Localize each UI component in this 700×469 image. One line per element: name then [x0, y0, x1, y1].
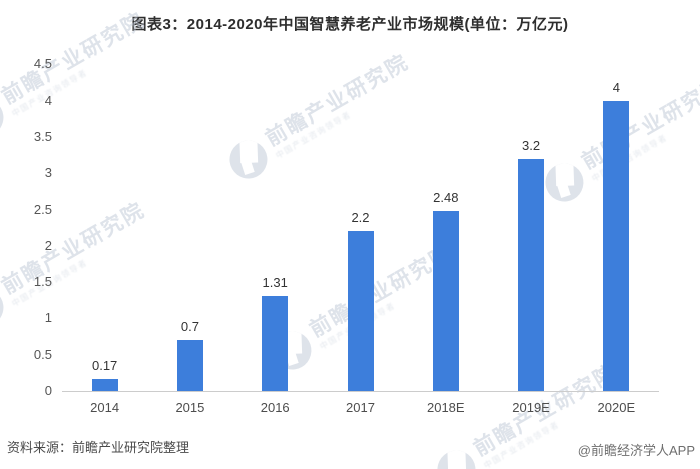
- value-label-2018E: 2.48: [433, 189, 459, 205]
- x-tick-label-2017: 2017: [346, 400, 375, 415]
- x-tick-label-2020E: 2020E: [597, 400, 636, 415]
- qianzhan-logo-icon: [430, 443, 483, 469]
- qianzhan-logo-icon: [0, 281, 11, 334]
- y-tick-label: 1: [44, 310, 52, 326]
- value-label-2015: 0.7: [180, 319, 199, 335]
- y-tick-label: 4: [44, 92, 52, 108]
- watermark: 前瞻产业研究院中国产业咨询领导者: [222, 50, 420, 186]
- value-label-2019E: 3.2: [522, 137, 541, 153]
- bar-2014: [91, 378, 118, 391]
- source-note: 资料来源：前瞻产业研究院整理: [7, 440, 190, 455]
- value-label-2014: 0.17: [91, 357, 118, 373]
- value-label-2020E: 4: [612, 79, 620, 95]
- x-axis-line: [62, 391, 659, 392]
- qianzhan-logo-icon: [538, 156, 591, 209]
- x-tick-label-2015: 2015: [175, 400, 205, 415]
- bar-2018E: [432, 210, 459, 391]
- y-tick-label: 0.5: [33, 346, 52, 362]
- y-tick-label: 2.5: [33, 201, 52, 217]
- y-tick-label: 2: [44, 237, 52, 253]
- y-tick-label: 1.5: [33, 274, 52, 290]
- y-tick-label: 0: [44, 383, 52, 398]
- y-tick-label: 3.5: [33, 128, 52, 144]
- x-tick-label-2016: 2016: [260, 400, 290, 415]
- bar-2019E: [518, 158, 545, 391]
- credit-note: @前瞻经济学人APP: [577, 443, 695, 458]
- x-tick-label-2014: 2014: [90, 400, 120, 415]
- bar-2015: [176, 340, 203, 391]
- bar-2017: [347, 231, 374, 391]
- x-tick-label-2019E: 2019E: [512, 400, 550, 415]
- chart-title: 图表3：2014-2020年中国智慧养老产业市场规模(单位：万亿元): [131, 16, 569, 33]
- qianzhan-logo-icon: [222, 133, 275, 186]
- value-label-2017: 2.2: [351, 210, 370, 226]
- value-label-2016: 1.31: [262, 274, 288, 290]
- x-tick-label-2018E: 2018E: [426, 400, 465, 415]
- bar-2020E: [603, 100, 630, 391]
- watermark-subtext: 中国产业咨询领导者: [274, 109, 353, 160]
- y-tick-label: 4.5: [33, 56, 52, 72]
- watermark-subtext: 中国产业咨询领导者: [10, 257, 89, 308]
- y-tick-label: 3: [44, 165, 52, 181]
- watermark-text: 前瞻产业研究院: [262, 50, 414, 152]
- bar-2016: [262, 295, 289, 391]
